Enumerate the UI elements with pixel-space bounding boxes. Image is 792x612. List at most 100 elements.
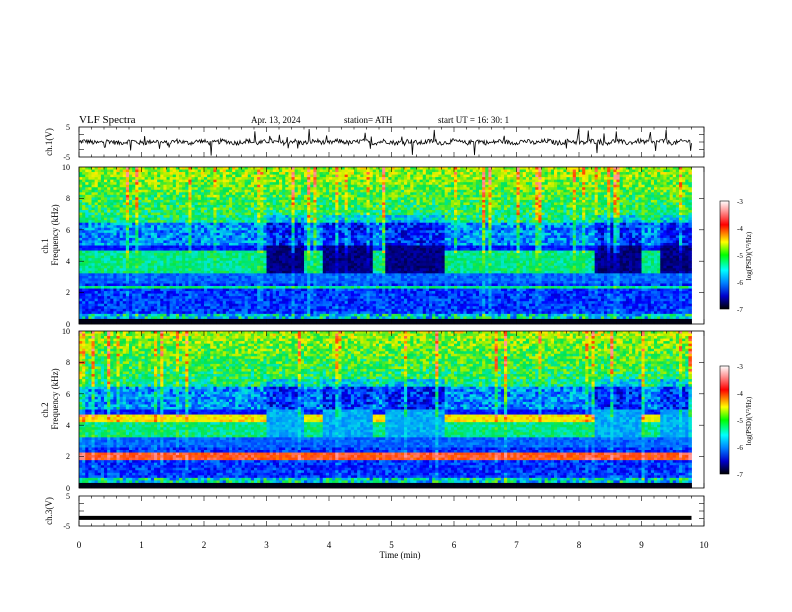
spectrogram-cell <box>435 192 439 196</box>
spectrogram-cell <box>538 184 542 188</box>
spectrogram-cell <box>385 222 389 226</box>
spectrogram-cell <box>135 184 139 188</box>
spectrogram-cell <box>632 192 636 196</box>
spectrogram-cell <box>222 204 227 208</box>
spectrogram-cell <box>147 197 152 201</box>
spectrogram-cell <box>510 187 514 191</box>
spectrogram-cell <box>607 167 611 170</box>
spectrogram-cell <box>397 192 402 196</box>
spectrogram-cell <box>422 192 427 196</box>
spectrogram-cell <box>169 210 174 213</box>
spectrogram-cell <box>266 217 271 221</box>
spectrogram-cell <box>141 194 146 198</box>
spectrogram-cell <box>332 220 336 224</box>
spectrogram-cell <box>132 222 136 226</box>
spectrogram-cell <box>582 197 586 201</box>
spectrogram-cell <box>400 172 405 175</box>
spectrogram-cell <box>457 177 461 181</box>
spectrogram-cell <box>354 215 358 219</box>
spectrogram-cell <box>107 174 111 178</box>
spectrogram-cell <box>213 192 217 196</box>
spectrogram-cell <box>85 210 89 213</box>
spectrogram-cell <box>154 192 158 196</box>
spectrogram-cell <box>475 199 480 203</box>
spectrogram-cell <box>94 212 99 216</box>
spectrogram-cell <box>294 179 299 183</box>
spectrogram-cell <box>507 220 511 224</box>
spectrogram-cell <box>413 197 417 201</box>
spectrogram-cell <box>416 187 421 191</box>
spectrogram-cell <box>225 217 230 221</box>
spectrogram-cell <box>335 182 339 186</box>
spectrogram-cell <box>163 210 167 213</box>
spectrogram-cell <box>272 215 277 219</box>
spectrogram-cell <box>275 169 280 173</box>
spectrogram-cell <box>269 222 274 226</box>
spectrogram-cell <box>366 189 371 193</box>
spectrogram-cell <box>88 169 92 173</box>
spectrogram-cell <box>475 202 480 206</box>
spectrogram-cell <box>157 212 161 216</box>
spectrogram-cell <box>369 199 374 203</box>
spectrogram-cell <box>285 172 289 175</box>
spectrogram-cell <box>207 182 211 186</box>
spectrogram-cell <box>629 179 633 183</box>
spectrogram-cell <box>135 182 139 186</box>
spectrogram-cell <box>144 187 149 191</box>
spectrogram-cell <box>391 194 396 198</box>
spectrogram-cell <box>272 212 277 216</box>
spectrogram-cell <box>647 172 652 175</box>
spectrogram-cell <box>238 210 242 213</box>
spectrogram-cell <box>604 199 608 203</box>
spectrogram-cell <box>141 220 146 224</box>
spectrogram-cell <box>182 199 186 203</box>
spectrogram-cell <box>322 225 327 229</box>
spectrogram-cell <box>463 189 467 193</box>
spectrogram-cell <box>400 215 405 219</box>
spectrogram-cell <box>404 197 408 201</box>
spectrogram-cell <box>519 172 524 175</box>
spectrogram-cell <box>510 194 514 198</box>
spectrogram-cell <box>622 207 627 211</box>
spectrogram-cell <box>222 222 227 226</box>
spectrogram-cell <box>313 207 317 211</box>
spectrogram-cell <box>657 187 661 191</box>
spectrogram-cell <box>82 174 86 178</box>
spectrogram-cell <box>538 217 542 221</box>
spectrogram-cell <box>204 225 208 229</box>
spectrogram-cell <box>469 174 474 178</box>
spectrogram-cell <box>554 217 558 221</box>
spectrogram-cell <box>304 182 308 186</box>
spectrogram-cell <box>382 199 386 203</box>
spectrogram-cell <box>125 194 130 198</box>
spectrogram-cell <box>685 184 689 188</box>
spectrogram-cell <box>569 189 574 193</box>
spectrogram-cell <box>319 177 324 181</box>
spectrogram-cell <box>188 217 192 221</box>
spectrogram-cell <box>632 177 636 181</box>
spectrogram-cell <box>504 227 508 231</box>
spectrogram-cell <box>247 212 252 216</box>
spectrogram-cell <box>475 207 480 211</box>
spectrogram-cell <box>88 182 92 186</box>
spectrogram-cell <box>119 187 124 191</box>
spectrogram-cell <box>663 169 667 173</box>
spectrogram-cell <box>172 177 177 181</box>
spectrogram-cell <box>82 202 86 206</box>
spectrogram-cell <box>432 197 436 201</box>
spectrogram-cell <box>185 225 189 229</box>
spectrogram-cell <box>388 220 392 224</box>
spectrogram-cell <box>507 204 511 208</box>
spectrogram-cell <box>247 172 252 175</box>
spectrogram-cell <box>100 222 105 226</box>
spectrogram-cell <box>310 204 314 208</box>
spectrogram-cell <box>410 199 414 203</box>
spectrogram-cell <box>463 210 467 213</box>
spectrogram-cell <box>129 194 133 198</box>
spectrogram-cell <box>610 194 614 198</box>
spectrogram-cell <box>485 212 489 216</box>
spectrogram-cell <box>438 167 442 170</box>
spectrogram-cell <box>79 204 83 208</box>
spectrogram-cell <box>466 179 471 183</box>
spectrogram-cell <box>94 217 99 221</box>
